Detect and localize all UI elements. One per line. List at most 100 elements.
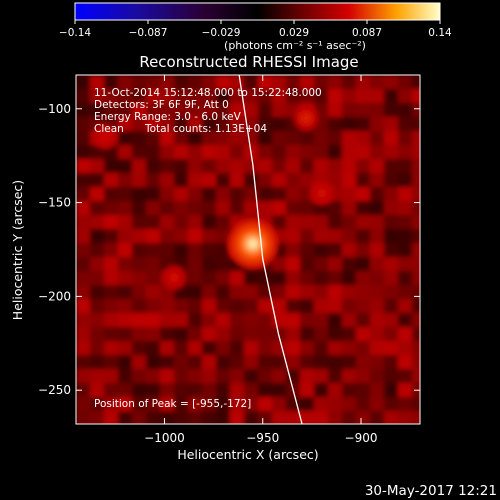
heatmap (76, 75, 420, 424)
heatmap-cell (356, 201, 371, 216)
heatmap-cell (202, 75, 217, 90)
heatmap-cell (244, 201, 259, 216)
heatmap-cell (356, 369, 371, 384)
heatmap-cell (258, 355, 273, 370)
source-ring (169, 273, 179, 282)
heatmap-cell (398, 299, 413, 314)
heatmap-cell (328, 257, 343, 272)
heatmap-cell (272, 327, 287, 342)
heatmap-cell (216, 397, 231, 412)
heatmap-cell (132, 341, 147, 356)
heatmap-cell (356, 397, 371, 412)
heatmap-cell (272, 271, 287, 286)
heatmap-cell (412, 299, 420, 314)
heatmap-cell (230, 103, 245, 118)
heatmap-cell (356, 285, 371, 300)
heatmap-cell (412, 257, 420, 272)
heatmap-cell (342, 117, 357, 132)
heatmap-cell (342, 341, 357, 356)
heatmap-cell (356, 215, 371, 230)
heatmap-cell (286, 397, 301, 412)
heatmap-cell (188, 173, 203, 188)
heatmap-cell (188, 215, 203, 230)
heatmap-cell (286, 271, 301, 286)
heatmap-cell (412, 131, 420, 146)
heatmap-cell (146, 397, 161, 412)
heatmap-cell (342, 229, 357, 244)
heatmap-cell (328, 229, 343, 244)
heatmap-cell (370, 103, 385, 118)
heatmap-cell (384, 215, 399, 230)
heatmap-cell (202, 369, 217, 384)
peak-source (226, 217, 279, 270)
source-ring (317, 188, 327, 198)
heatmap-cell (188, 117, 203, 132)
heatmap-cell (174, 313, 189, 328)
heatmap-cell (90, 341, 105, 356)
x-axis: −1000 −950 −900 (144, 75, 378, 445)
heatmap-cell (370, 397, 385, 412)
heatmap-cell (300, 411, 315, 424)
heatmap-cell (202, 159, 217, 174)
heatmap-cell (90, 75, 105, 90)
heatmap-cell (300, 229, 315, 244)
heatmap-cell (146, 243, 161, 258)
heatmap-cell (132, 103, 147, 118)
heatmap-cell (160, 383, 175, 398)
heatmap-cell (132, 313, 147, 328)
heatmap-cell (398, 131, 413, 146)
heatmap-cell (90, 201, 105, 216)
heatmap-cell (90, 229, 105, 244)
heatmap-cell (132, 75, 147, 90)
heatmap-cell (174, 131, 189, 146)
heatmap-cell (342, 103, 357, 118)
heatmap-cell (118, 201, 133, 216)
heatmap-cell (370, 131, 385, 146)
heatmap-cell (342, 131, 357, 146)
heatmap-cell (216, 201, 231, 216)
heatmap-cell (118, 117, 133, 132)
heatmap-cell (314, 397, 329, 412)
heatmap-cell (314, 285, 329, 300)
heatmap-cell (216, 271, 231, 286)
heatmap-cell (230, 369, 245, 384)
heatmap-cell (328, 411, 343, 424)
heatmap-cell (132, 159, 147, 174)
heatmap-cell (412, 103, 420, 118)
heatmap-cell (370, 215, 385, 230)
heatmap-cell (286, 355, 301, 370)
heatmap-cell (286, 145, 301, 160)
heatmap-cell (174, 89, 189, 104)
heatmap-cell (174, 201, 189, 216)
heatmap-cell (118, 327, 133, 342)
heatmap-cell (384, 201, 399, 216)
heatmap-cell (342, 257, 357, 272)
heatmap-cell (146, 327, 161, 342)
heatmap-cell (216, 159, 231, 174)
heatmap-cell (244, 327, 259, 342)
heatmap-cell (146, 299, 161, 314)
heatmap-cell (328, 215, 343, 230)
heatmap-cell (202, 411, 217, 424)
heatmap-cell (286, 411, 301, 424)
heatmap-cell (160, 117, 175, 132)
heatmap-cell (356, 313, 371, 328)
heatmap-cell (300, 369, 315, 384)
heatmap-cell (216, 355, 231, 370)
heatmap-cell (76, 173, 91, 188)
heatmap-cell (104, 201, 119, 216)
heatmap-cell (398, 117, 413, 132)
heatmap-cell (342, 355, 357, 370)
heatmap-cell (412, 187, 420, 202)
heatmap-cell (272, 355, 287, 370)
heatmap-cell (272, 89, 287, 104)
heatmap-cell (272, 131, 287, 146)
heatmap-cell (188, 103, 203, 118)
heatmap-cell (300, 299, 315, 314)
heatmap-cell (384, 75, 399, 90)
heatmap-cell (174, 215, 189, 230)
heatmap-cell (384, 299, 399, 314)
heatmap-cell (104, 229, 119, 244)
heatmap-cell (118, 271, 133, 286)
heatmap-cell (244, 355, 259, 370)
